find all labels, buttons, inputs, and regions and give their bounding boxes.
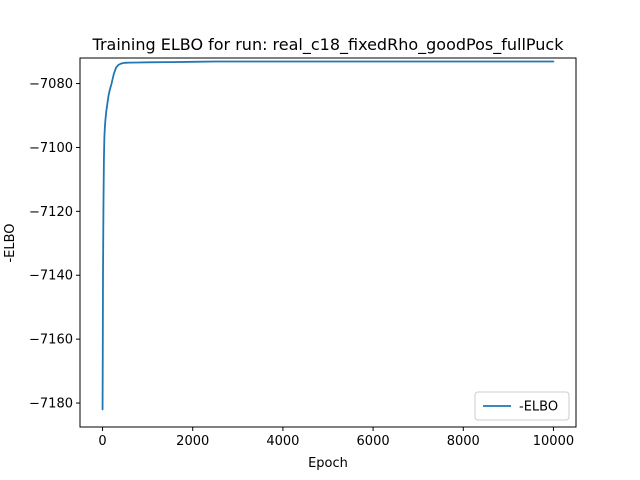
x-tick-label: 8000 <box>447 434 480 449</box>
x-tick-label: 6000 <box>357 434 390 449</box>
x-axis: 0 2000 4000 6000 8000 10000 <box>98 427 574 449</box>
y-tick-label: −7080 <box>29 77 73 92</box>
chart-title: Training ELBO for run: real_c18_fixedRho… <box>92 35 565 55</box>
series-line-0 <box>101 60 555 411</box>
y-tick-label: −7140 <box>29 269 73 284</box>
x-tick-label: 0 <box>98 434 106 449</box>
y-axis-label: -ELBO <box>3 223 18 262</box>
y-tick-label: −7160 <box>29 333 73 348</box>
x-tick-label: 4000 <box>266 434 299 449</box>
y-tick-label: −7180 <box>29 397 73 412</box>
legend-label: -ELBO <box>519 400 558 415</box>
y-tick-label: −7100 <box>29 141 73 156</box>
axes-frame <box>79 57 577 428</box>
y-tick-label: −7120 <box>29 205 73 220</box>
legend-box <box>474 391 570 421</box>
x-tick-label: 10000 <box>533 434 574 449</box>
legend: -ELBO <box>474 391 570 421</box>
y-axis: −7180 −7160 −7140 −7120 −7100 −7080 <box>29 77 80 412</box>
x-axis-label: Epoch <box>308 456 348 471</box>
plot-area <box>79 57 577 428</box>
x-tick-label: 2000 <box>176 434 209 449</box>
